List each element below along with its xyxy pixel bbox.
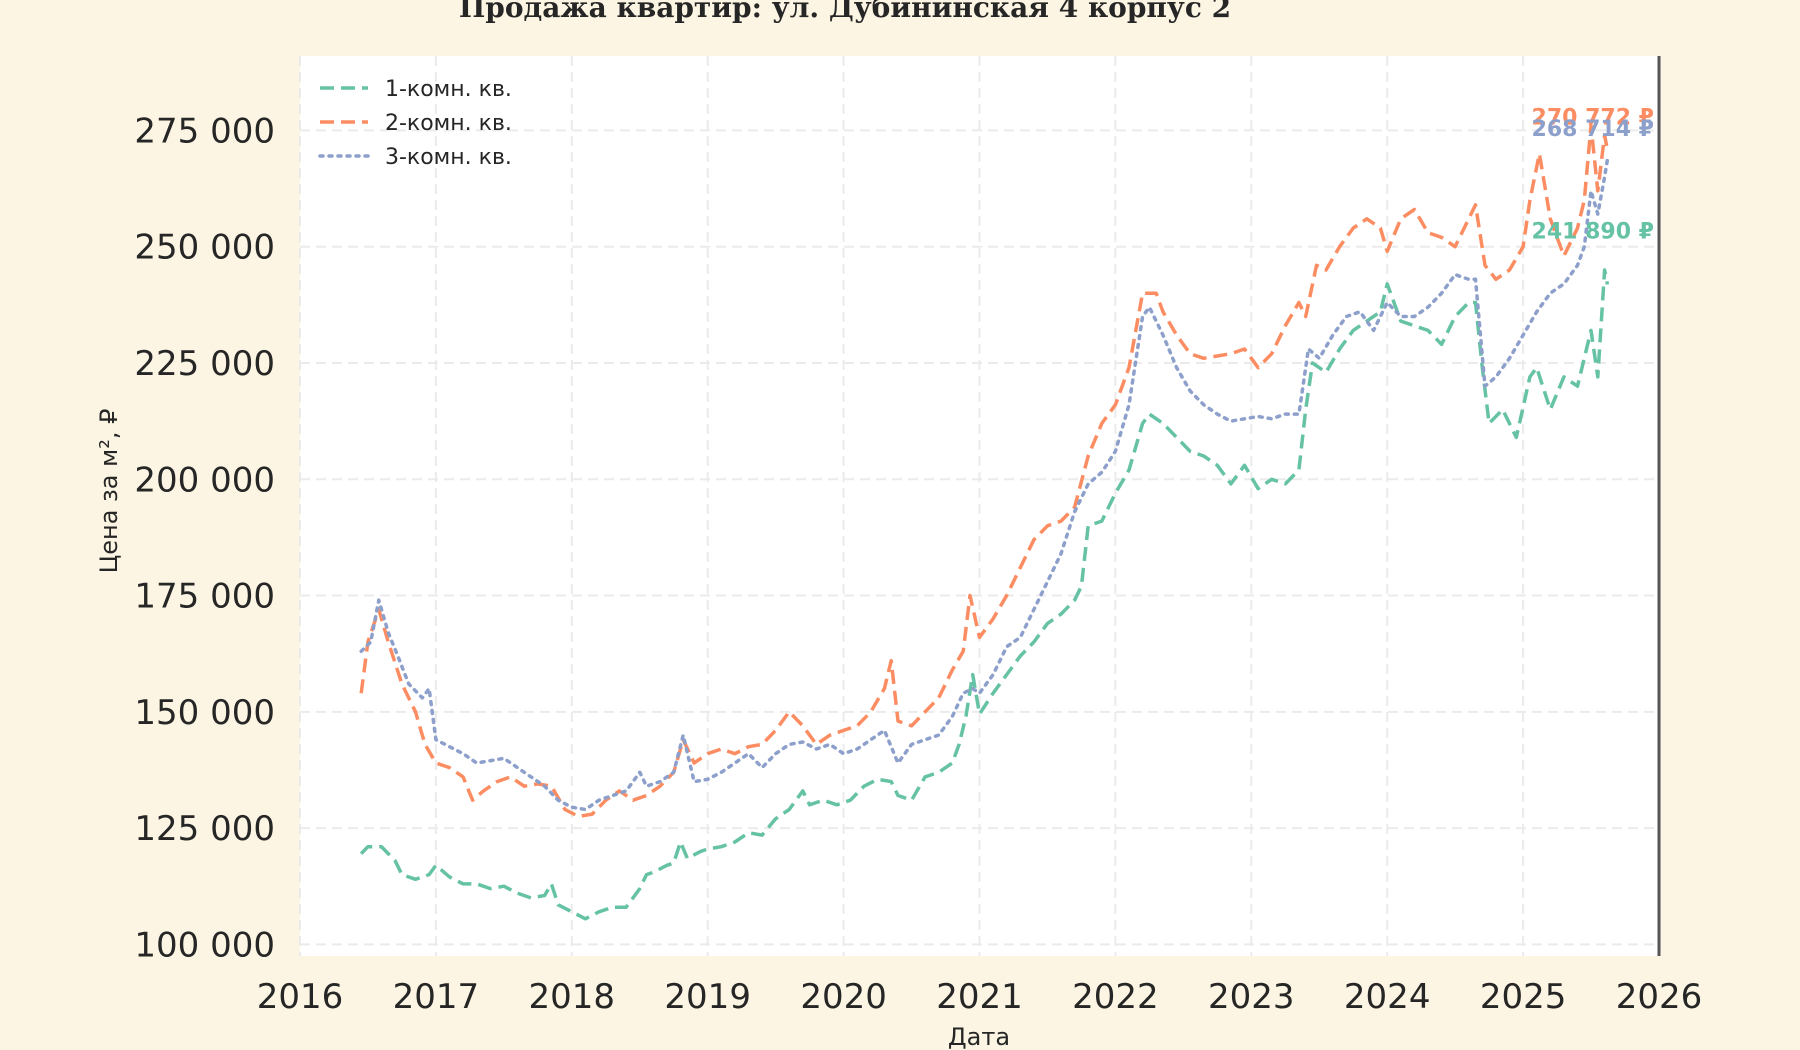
x-tick-label: 2026 [1616, 977, 1703, 1017]
series-line-2 [359, 124, 1610, 819]
end-labels: 241 890 ₽ 270 772 ₽268 714 ₽ [1532, 105, 1654, 244]
x-tick-label: 2016 [257, 977, 344, 1017]
x-tick-label: 2019 [664, 977, 751, 1017]
x-tick-label: 2022 [1072, 977, 1159, 1017]
x-axis-ticks: 2016 2017 2018 2019 2020 2021 2022 2023 2024 2025… [257, 977, 1703, 1017]
end-label-1: 241 890 ₽ [1532, 219, 1654, 244]
x-tick-label: 2023 [1208, 977, 1295, 1017]
y-tick-label: 250 000 [134, 228, 275, 268]
legend-label-3: 3-комн. кв. [385, 145, 512, 170]
y-tick-label: 175 000 [134, 577, 275, 617]
legend-label-2: 2-комн. кв. [385, 111, 512, 136]
y-axis-label: Цена за м², ₽ [95, 409, 123, 574]
end-label-3: 268 714 ₽ [1532, 117, 1654, 142]
x-tick-label: 2021 [936, 977, 1023, 1017]
y-tick-label: 125 000 [134, 809, 275, 849]
x-tick-label: 2018 [529, 977, 616, 1017]
y-axis-ticks: 100 000 125 000 150 000 175 000 200 000 225 0… [134, 111, 275, 965]
series-layer [359, 124, 1610, 921]
x-tick-label: 2024 [1344, 977, 1431, 1017]
y-tick-label: 200 000 [134, 460, 275, 500]
end-label-2: 270 772 ₽ [1532, 105, 1654, 130]
y-tick-label: 150 000 [134, 693, 275, 733]
chart-title: Продажа квартир: ул. Дубининская 4 корпу… [459, 0, 1231, 24]
x-tick-label: 2025 [1480, 977, 1567, 1017]
y-tick-label: 275 000 [134, 111, 275, 151]
x-tick-label: 2017 [393, 977, 480, 1017]
legend-label-1: 1-комн. кв. [385, 77, 512, 102]
x-axis-label: Дата [948, 1023, 1010, 1050]
x-tick-label: 2020 [800, 977, 887, 1017]
y-tick-label: 225 000 [134, 344, 275, 384]
series-line-1 [359, 268, 1610, 921]
y-tick-label: 100 000 [134, 925, 275, 965]
series-line-3 [359, 157, 1610, 812]
legend: 1-комн. кв. 2-комн. кв. 3-комн. кв. [318, 77, 512, 170]
